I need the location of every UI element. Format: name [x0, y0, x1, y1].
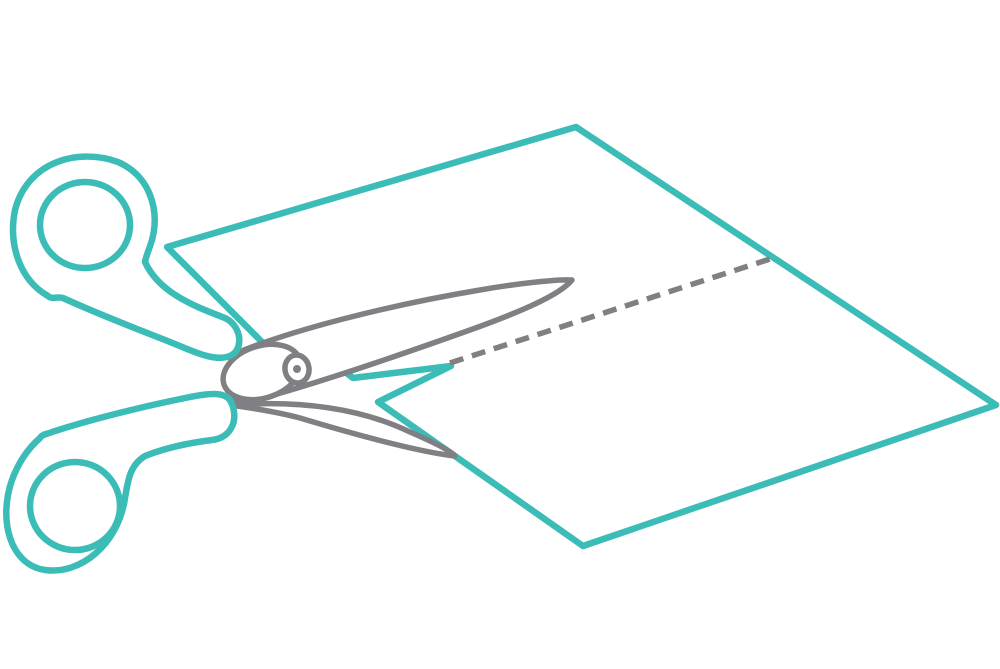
scissors-lower-handle — [3, 390, 238, 574]
scissors-upper-handle — [9, 153, 243, 362]
dashed-cut-line — [449, 255, 774, 366]
scissors-lower-finger-loop — [26, 458, 124, 554]
scissors-lower-blade — [229, 400, 458, 459]
pivot-screw-center — [293, 365, 301, 373]
scissors-upper-finger-loop — [36, 178, 134, 272]
